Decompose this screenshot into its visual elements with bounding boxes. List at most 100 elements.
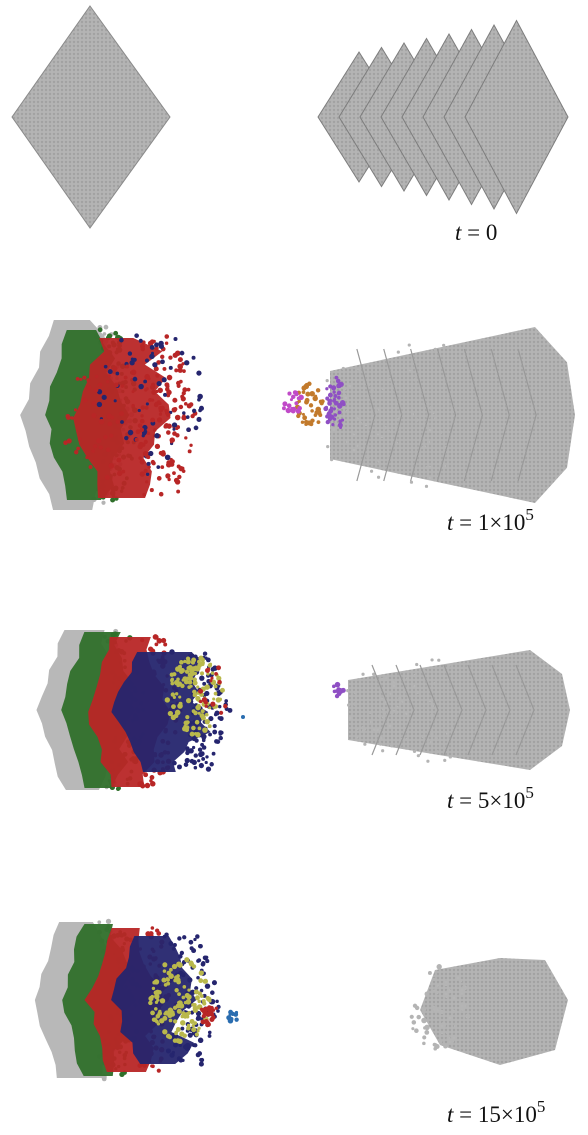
particle — [282, 401, 288, 407]
particle — [169, 967, 173, 972]
particle — [189, 1018, 195, 1025]
particle — [149, 353, 155, 360]
particle — [127, 351, 133, 356]
time-label: t = 15×105 — [447, 1097, 545, 1127]
particle — [98, 445, 104, 450]
particle — [316, 409, 322, 416]
particle — [139, 418, 145, 424]
particle — [181, 995, 186, 1000]
particle — [401, 699, 405, 704]
particle — [168, 355, 173, 360]
particle — [334, 689, 339, 693]
particle — [219, 730, 224, 735]
particle — [405, 737, 409, 741]
particle — [163, 982, 168, 987]
particle — [184, 436, 188, 440]
particle — [361, 726, 365, 730]
particle — [184, 402, 188, 406]
particle — [96, 401, 103, 408]
particle — [169, 440, 173, 444]
particle — [341, 366, 345, 371]
particle — [286, 403, 292, 408]
particle — [416, 754, 420, 758]
particle — [93, 444, 98, 449]
particle — [131, 403, 135, 408]
particle — [153, 402, 159, 408]
particle — [162, 366, 167, 371]
particle — [415, 662, 419, 667]
particle — [145, 472, 150, 477]
particle — [157, 990, 162, 995]
particle — [348, 384, 352, 389]
particle — [199, 675, 205, 681]
particle — [130, 357, 135, 361]
particle — [372, 672, 376, 676]
particle — [216, 1009, 220, 1013]
particle — [154, 1007, 158, 1011]
particle — [147, 465, 151, 469]
particle — [191, 745, 196, 750]
particle — [179, 950, 185, 956]
particle — [380, 697, 384, 701]
particle — [139, 459, 145, 465]
particle — [291, 406, 297, 412]
particle — [193, 710, 198, 716]
particle — [305, 391, 311, 397]
particle — [465, 1013, 471, 1019]
particle — [177, 1000, 183, 1006]
particle — [123, 375, 128, 380]
particle — [345, 409, 349, 413]
particle — [121, 469, 126, 474]
particle — [147, 340, 154, 347]
particle — [334, 375, 339, 380]
particle — [174, 414, 181, 421]
particle — [361, 672, 365, 676]
particle — [282, 406, 286, 411]
particle — [204, 983, 211, 989]
particle — [433, 347, 437, 351]
particle — [382, 711, 386, 716]
particle — [171, 946, 176, 951]
particle — [390, 744, 394, 748]
particle — [172, 1038, 178, 1043]
particle — [204, 1008, 208, 1012]
particle — [436, 984, 440, 988]
particle — [326, 445, 330, 449]
particle — [294, 392, 299, 397]
sheet-edge — [383, 348, 403, 482]
particle — [210, 676, 214, 680]
particle — [198, 943, 203, 949]
particle — [381, 749, 385, 753]
particle — [169, 649, 175, 655]
particle — [65, 413, 71, 419]
particle — [166, 389, 172, 396]
particle — [115, 786, 121, 791]
particle — [427, 970, 432, 975]
time-label: t = 0 — [455, 220, 497, 245]
particle — [431, 411, 435, 415]
particle — [352, 433, 356, 437]
particle — [198, 405, 204, 411]
particle — [199, 713, 205, 719]
particle — [226, 1015, 232, 1021]
particle — [195, 995, 200, 1001]
particle — [86, 384, 92, 391]
particle — [435, 750, 440, 754]
particle — [101, 394, 107, 400]
particle — [180, 972, 186, 978]
particle — [140, 405, 146, 410]
particle — [143, 468, 148, 473]
particle — [160, 359, 165, 365]
particle — [171, 704, 176, 710]
particle — [148, 397, 153, 402]
particle — [146, 455, 151, 460]
particle — [198, 1061, 204, 1067]
particle — [208, 732, 212, 737]
particle — [153, 428, 157, 432]
particle — [195, 934, 200, 939]
particle — [177, 357, 183, 363]
particle — [189, 758, 195, 764]
particle — [139, 427, 145, 433]
particle — [191, 408, 197, 413]
particle — [380, 677, 384, 681]
